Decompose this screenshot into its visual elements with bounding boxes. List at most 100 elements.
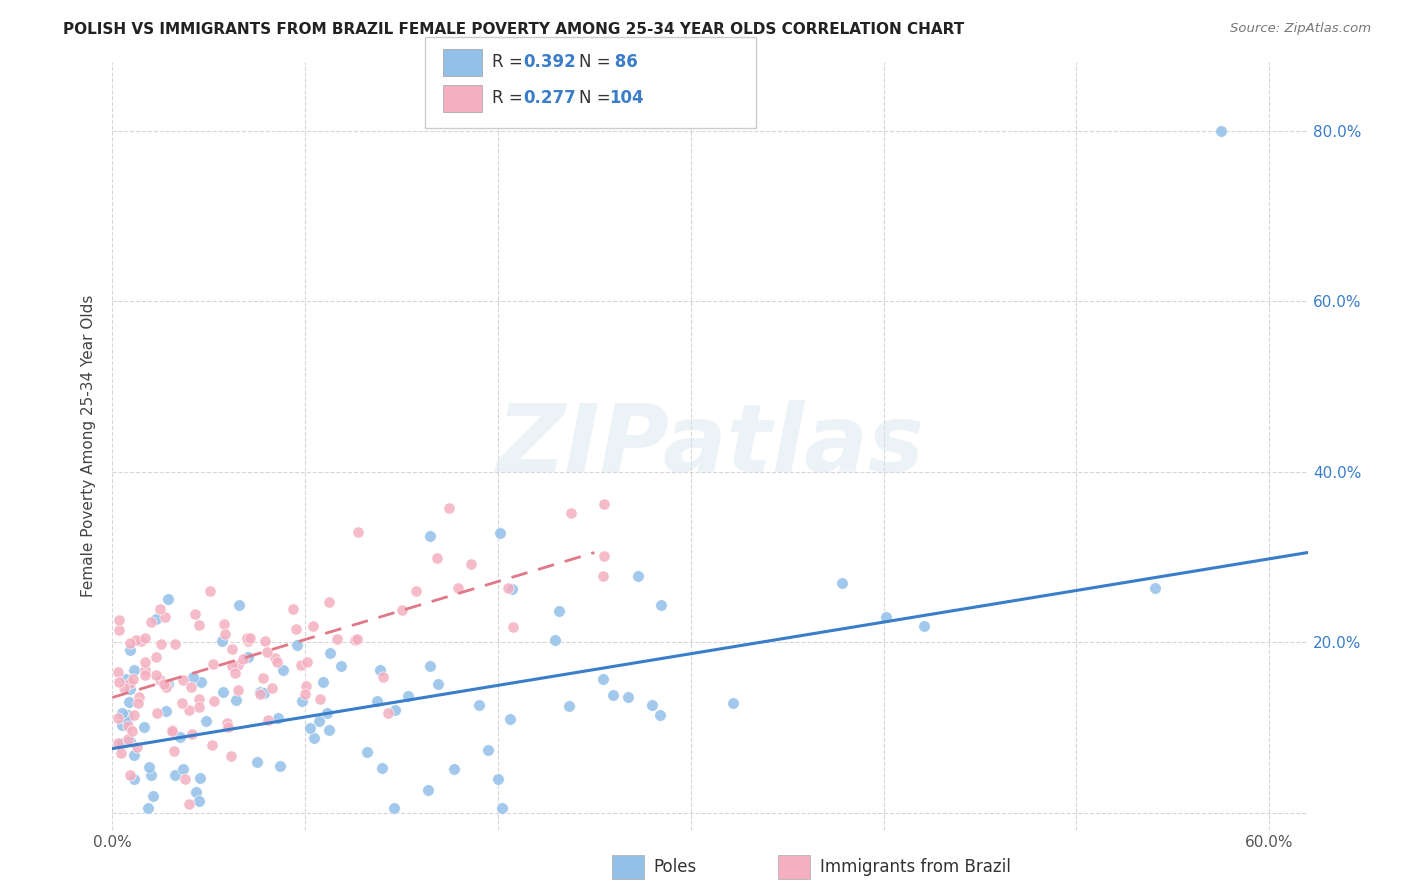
Point bbox=[366, 694, 388, 708]
Point bbox=[139, 615, 162, 630]
Point bbox=[592, 672, 614, 686]
Point bbox=[267, 710, 290, 724]
Text: 104: 104 bbox=[609, 89, 644, 107]
Point bbox=[443, 762, 465, 776]
Point bbox=[134, 656, 156, 670]
Point bbox=[120, 635, 142, 649]
Point bbox=[496, 581, 519, 595]
Point bbox=[194, 714, 217, 728]
Y-axis label: Female Poverty Among 25-34 Year Olds: Female Poverty Among 25-34 Year Olds bbox=[80, 295, 96, 597]
Point bbox=[391, 603, 413, 617]
Point bbox=[831, 576, 853, 591]
Point bbox=[346, 632, 368, 646]
Point bbox=[180, 727, 202, 741]
Point bbox=[187, 692, 209, 706]
Point bbox=[131, 633, 153, 648]
Point bbox=[544, 633, 567, 648]
Point bbox=[149, 602, 172, 616]
Point bbox=[114, 673, 136, 687]
Point bbox=[190, 675, 212, 690]
Point bbox=[180, 680, 202, 694]
Point bbox=[290, 658, 312, 673]
Point bbox=[134, 663, 156, 677]
Point bbox=[343, 633, 366, 648]
Point bbox=[245, 755, 267, 769]
Point bbox=[912, 619, 935, 633]
Point bbox=[377, 706, 399, 720]
Point bbox=[1143, 581, 1166, 595]
Point bbox=[226, 658, 249, 673]
Point bbox=[356, 745, 378, 759]
Point bbox=[236, 631, 259, 645]
Point bbox=[1209, 123, 1232, 137]
Point bbox=[347, 524, 370, 539]
Point bbox=[134, 668, 156, 682]
Text: Poles: Poles bbox=[654, 858, 697, 876]
Point bbox=[641, 698, 664, 712]
Point bbox=[875, 610, 897, 624]
Point bbox=[224, 666, 246, 681]
Point bbox=[460, 558, 482, 572]
Point bbox=[225, 693, 247, 707]
Text: Immigrants from Brazil: Immigrants from Brazil bbox=[820, 858, 1011, 876]
Text: 86: 86 bbox=[609, 54, 637, 71]
Point bbox=[285, 638, 308, 652]
Point bbox=[117, 731, 139, 746]
Point bbox=[188, 771, 211, 785]
Point bbox=[179, 703, 201, 717]
Point bbox=[602, 688, 624, 702]
Text: ZIPatlas: ZIPatlas bbox=[496, 400, 924, 492]
Point bbox=[184, 785, 207, 799]
Point bbox=[427, 677, 450, 691]
Point bbox=[146, 706, 169, 720]
Point bbox=[447, 581, 470, 595]
Point bbox=[184, 607, 207, 621]
Point bbox=[201, 738, 224, 752]
Point bbox=[187, 617, 209, 632]
Point bbox=[295, 655, 318, 669]
Text: 0.277: 0.277 bbox=[523, 89, 576, 107]
Point bbox=[136, 801, 159, 815]
Point bbox=[302, 731, 325, 746]
Point bbox=[122, 672, 145, 686]
Point bbox=[134, 631, 156, 645]
Text: Source: ZipAtlas.com: Source: ZipAtlas.com bbox=[1230, 22, 1371, 36]
Point bbox=[217, 721, 239, 735]
Point bbox=[211, 634, 233, 648]
Point bbox=[221, 658, 243, 673]
Point bbox=[153, 609, 176, 624]
Point bbox=[117, 719, 139, 733]
Point bbox=[249, 686, 271, 700]
Point bbox=[188, 700, 211, 714]
Point bbox=[269, 759, 291, 773]
Point bbox=[120, 734, 142, 748]
Point bbox=[226, 682, 249, 697]
Point bbox=[502, 619, 524, 633]
Point bbox=[150, 637, 173, 651]
Point bbox=[118, 767, 141, 781]
Point bbox=[723, 696, 745, 710]
Point bbox=[108, 675, 131, 690]
Point bbox=[160, 724, 183, 739]
Point bbox=[312, 675, 335, 690]
Point bbox=[174, 772, 197, 787]
Point bbox=[155, 680, 177, 694]
Point bbox=[215, 715, 238, 730]
Point bbox=[308, 714, 330, 728]
Point bbox=[160, 723, 183, 737]
Point bbox=[142, 789, 165, 803]
Point bbox=[127, 696, 149, 710]
Point bbox=[426, 550, 449, 565]
Point bbox=[309, 691, 332, 706]
Point bbox=[302, 619, 325, 633]
Point bbox=[318, 595, 340, 609]
Point bbox=[547, 604, 569, 618]
Point bbox=[221, 642, 243, 657]
Point bbox=[298, 721, 321, 735]
Point bbox=[318, 723, 340, 737]
Point bbox=[155, 676, 177, 690]
Point bbox=[477, 743, 499, 757]
Point bbox=[132, 720, 155, 734]
Point bbox=[650, 708, 672, 723]
Point bbox=[141, 767, 163, 781]
